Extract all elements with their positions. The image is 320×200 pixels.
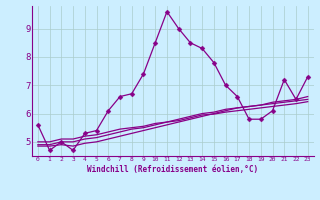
X-axis label: Windchill (Refroidissement éolien,°C): Windchill (Refroidissement éolien,°C) [87, 165, 258, 174]
